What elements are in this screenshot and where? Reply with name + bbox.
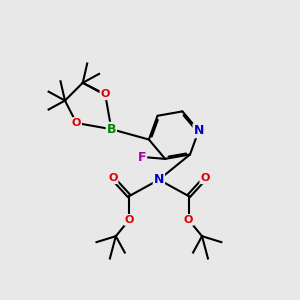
Text: O: O [108,173,118,183]
Text: O: O [124,215,134,225]
Text: O: O [184,215,193,225]
Text: O: O [200,173,210,183]
Text: O: O [72,118,81,128]
Text: B: B [106,123,116,136]
Text: N: N [194,124,204,137]
Text: N: N [154,173,164,186]
Text: F: F [138,151,146,164]
Text: O: O [100,89,110,99]
